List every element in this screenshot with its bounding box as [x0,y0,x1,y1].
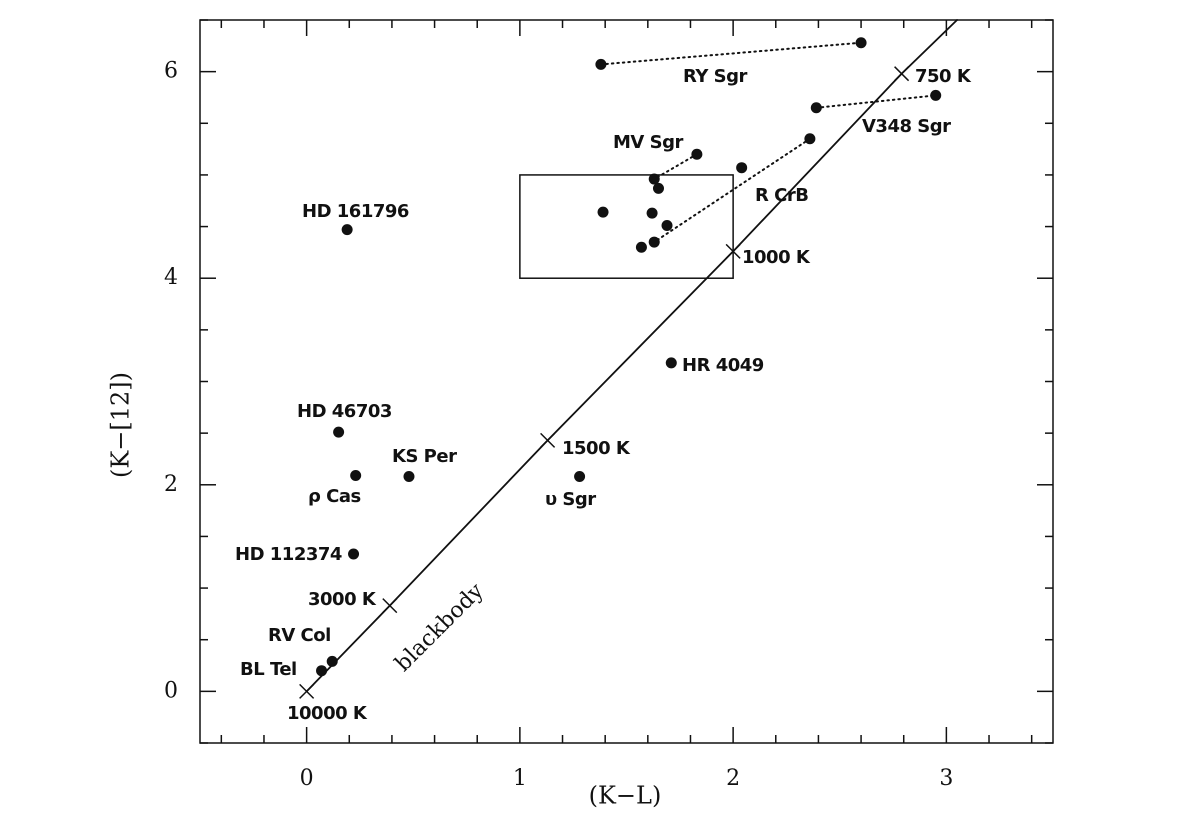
temperature-marker [299,683,315,699]
star-point [646,207,658,219]
x-tick-label: 0 [300,766,314,791]
temperature-marker [382,598,398,614]
star-point [855,37,867,49]
star-label: HR 4049 [682,355,764,376]
star-point [574,471,586,483]
selection-box [519,174,734,279]
star-point [810,102,822,114]
x-axis-label: (K−L) [589,782,662,810]
star-label: HD 161796 [302,201,409,222]
y-axis-label: (K−[12]) [107,372,135,478]
line-label: blackbody [391,578,489,676]
blackbody-line [305,19,958,693]
temperature-label: 1000 K [742,247,811,268]
star-point [341,224,353,236]
star-point [691,148,703,160]
star-point [804,133,816,145]
temperature-label: 10000 K [287,703,368,724]
x-tick-label: 1 [513,766,527,791]
star-point [652,182,664,194]
y-tick-label: 2 [164,472,178,497]
star-point [665,357,677,369]
star-point [597,206,609,218]
star-point [648,173,660,185]
star-point [333,426,345,438]
star-label: MV Sgr [613,132,683,153]
x-tick-label: 2 [726,766,740,791]
connector-line [653,137,811,244]
star-point [661,220,673,232]
star-label: RY Sgr [683,66,748,87]
star-point [648,236,660,248]
temperature-label: 3000 K [308,589,377,610]
star-label: υ Sgr [545,489,596,510]
x-tick-label: 3 [939,766,953,791]
star-point [403,471,415,483]
star-point [930,89,942,101]
y-tick-label: 0 [164,678,178,703]
star-point [348,548,360,560]
temperature-marker [894,66,910,82]
connector-line [599,41,863,66]
star-point [635,241,647,253]
star-label: KS Per [392,446,457,467]
temperature-marker [725,243,741,259]
star-label: BL Tel [240,659,297,680]
temperature-marker [540,432,556,448]
temperature-label: 1500 K [562,438,631,459]
star-label: ρ Cas [308,486,361,507]
y-tick-label: 4 [164,265,178,290]
star-point [736,162,748,174]
star-point [316,665,328,677]
star-point [326,655,338,667]
y-tick-label: 6 [164,59,178,84]
star-label: R CrB [755,185,808,206]
star-label: RV Col [268,625,331,646]
star-label: HD 112374 [235,544,342,565]
temperature-label: 750 K [915,66,972,87]
star-label: HD 46703 [297,401,392,422]
star-point [350,469,362,481]
star-label: V348 Sgr [862,116,951,137]
star-point [595,58,607,70]
